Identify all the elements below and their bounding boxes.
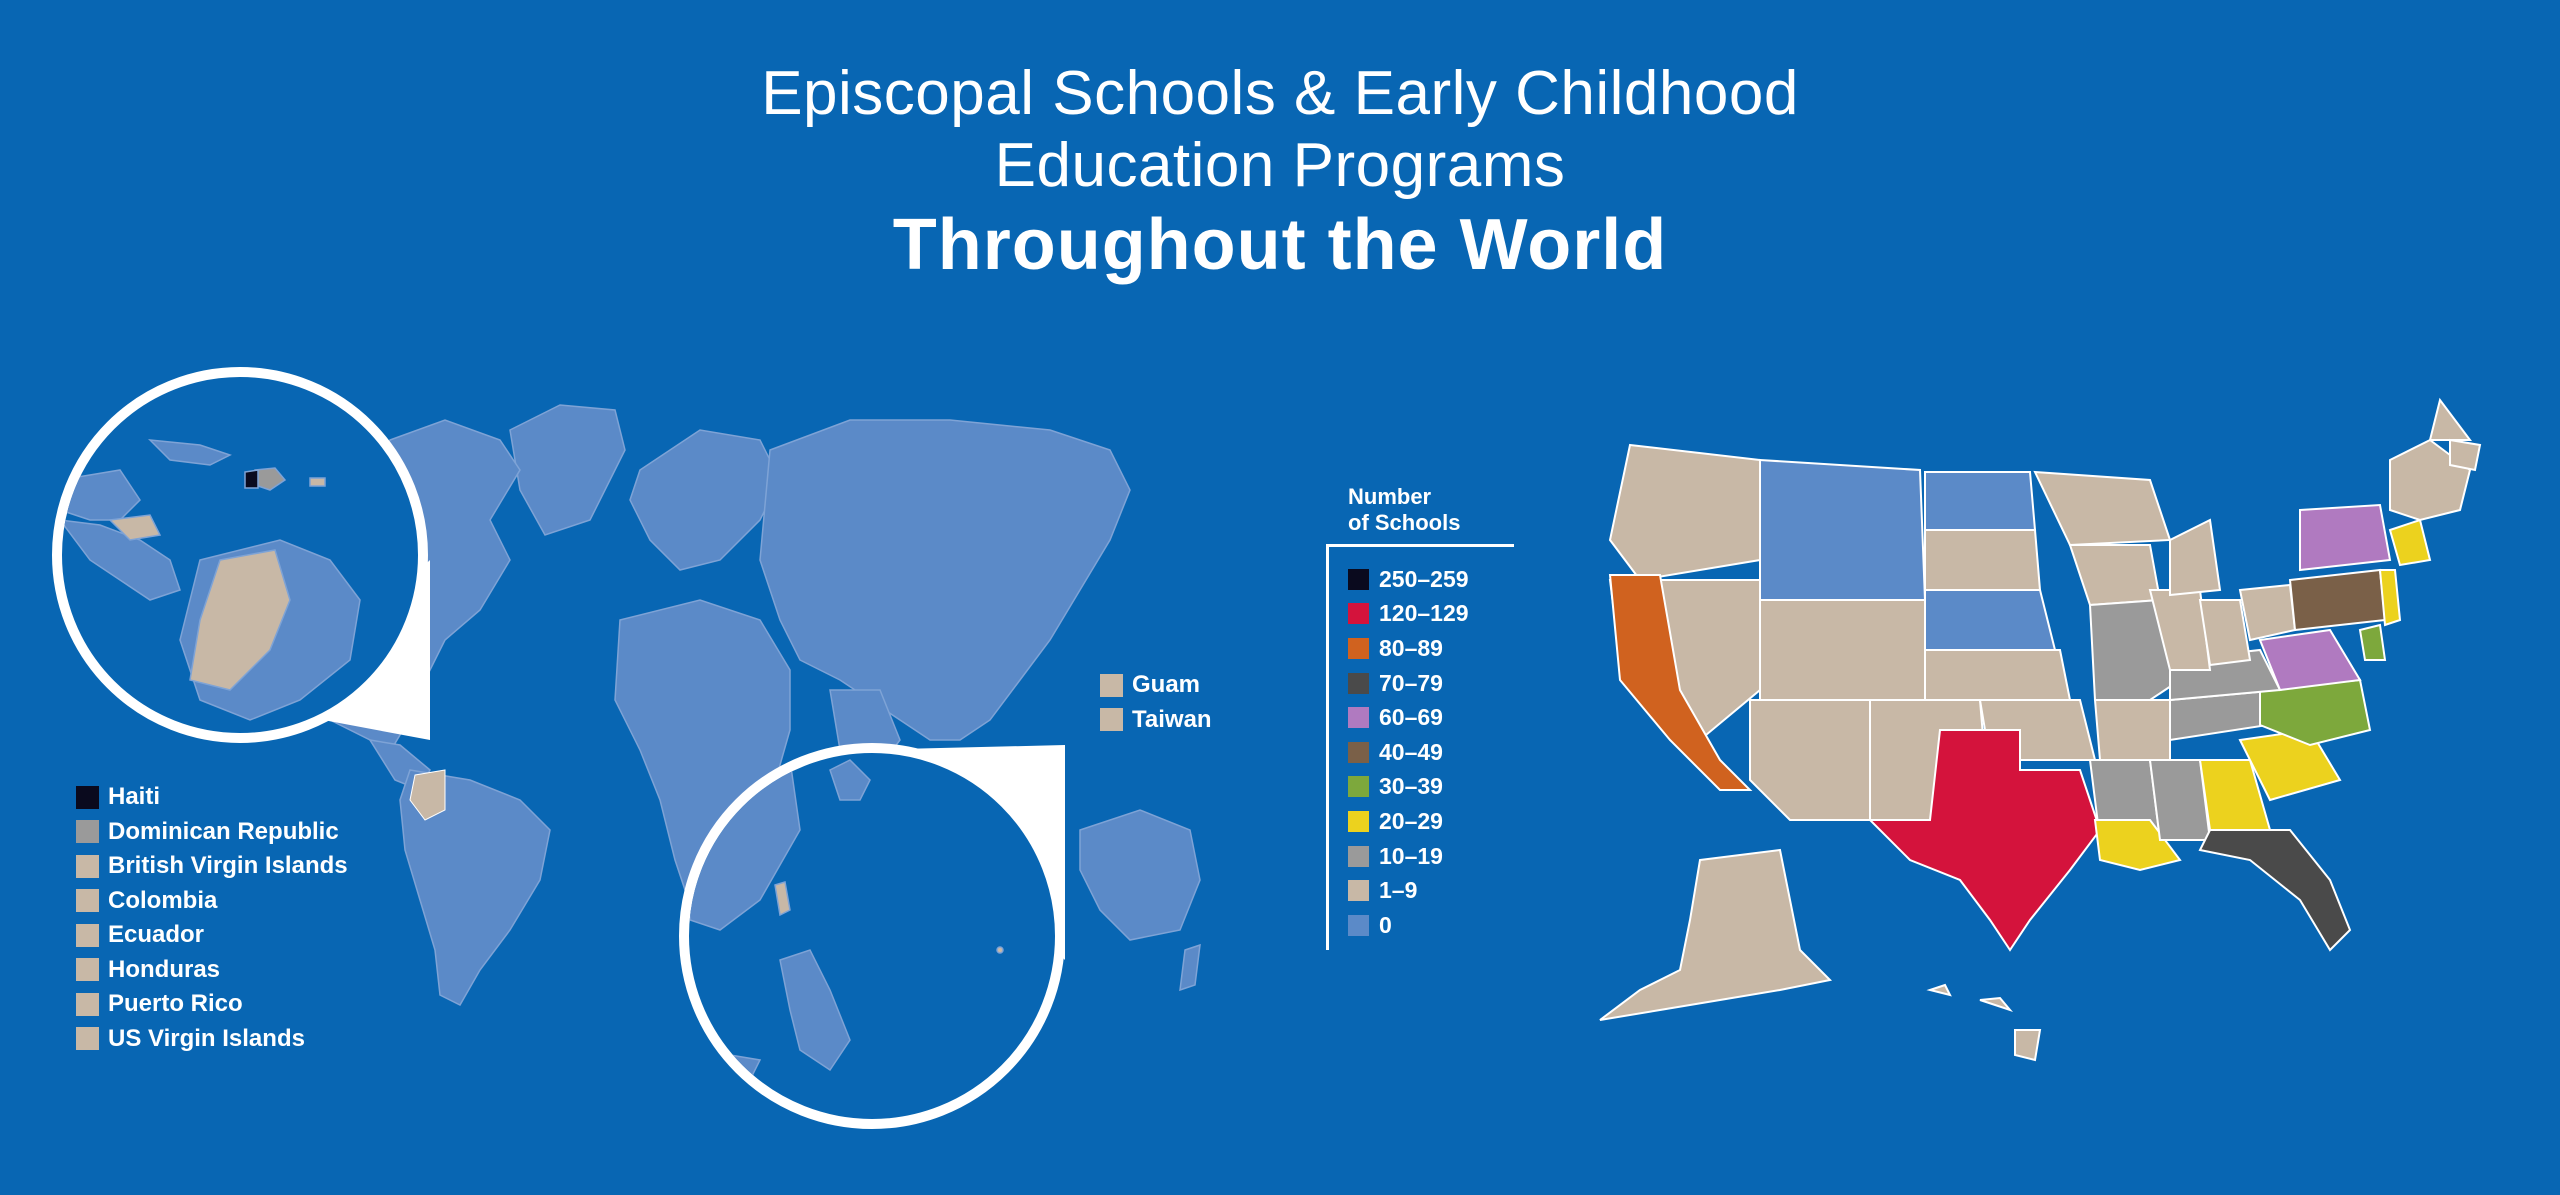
swatch [1100, 673, 1123, 697]
legend-label: Taiwan [1132, 705, 1212, 733]
swatch [1348, 810, 1369, 832]
legend-item: Puerto Rico [76, 987, 348, 1022]
legend-label: US Virgin Islands [108, 1024, 305, 1052]
legend-item: Taiwan [1100, 703, 1212, 738]
swatch [76, 785, 99, 809]
legend-item: Dominican Republic [76, 815, 348, 850]
swatch [1348, 741, 1369, 763]
legend-label: Guam [1132, 671, 1201, 699]
swatch [76, 889, 99, 913]
legend-item: 40–49 [1348, 735, 1469, 770]
legend-label: 120–129 [1379, 600, 1469, 627]
swatch [1100, 708, 1123, 732]
legend-label: Dominican Republic [108, 817, 339, 845]
legend-item: Ecuador [76, 918, 348, 953]
legend-label: Ecuador [108, 921, 205, 949]
legend-item: Honduras [76, 953, 348, 988]
legend-label: 0 [1379, 911, 1392, 938]
legend-item: 10–19 [1348, 839, 1469, 874]
swatch [76, 958, 99, 982]
swatch [76, 820, 99, 844]
legend-item: Guam [1100, 668, 1212, 703]
schools-legend-vertical-rule [1326, 544, 1329, 950]
schools-legend: 250–259 120–129 80–89 70–79 60–69 40–49 … [1348, 562, 1469, 943]
legend-label: Haiti [108, 783, 161, 811]
swatch [76, 992, 99, 1016]
swatch [76, 1027, 99, 1051]
legend-item: US Virgin Islands [76, 1022, 348, 1057]
legend-item: 20–29 [1348, 804, 1469, 839]
legend-item: Haiti [76, 780, 348, 815]
world-legend: Haiti Dominican Republic British Virgin … [76, 780, 348, 1056]
title-block: Episcopal Schools & Early Childhood Educ… [0, 58, 2560, 288]
swatch [76, 923, 99, 947]
swatch [1348, 603, 1369, 625]
schools-title-line-2: of Schools [1348, 510, 1461, 535]
legend-item: 1–9 [1348, 873, 1469, 908]
legend-label: 30–39 [1379, 773, 1443, 800]
legend-label: 60–69 [1379, 704, 1443, 731]
legend-label: Colombia [108, 886, 218, 914]
legend-label: British Virgin Islands [108, 852, 348, 880]
legend-label: 70–79 [1379, 669, 1443, 696]
legend-label: 80–89 [1379, 634, 1443, 661]
caribbean-zoom [52, 367, 430, 743]
legend-label: 10–19 [1379, 842, 1443, 869]
swatch [1348, 707, 1369, 729]
legend-label: Honduras [108, 955, 221, 983]
legend-label: Puerto Rico [108, 990, 243, 1018]
swatch [1348, 776, 1369, 798]
schools-legend-rule [1326, 544, 1514, 547]
legend-label: 1–9 [1379, 877, 1418, 904]
legend-item: Colombia [76, 884, 348, 919]
legend-item: British Virgin Islands [76, 849, 348, 884]
schools-title-line-1: Number [1348, 484, 1432, 509]
swatch [76, 854, 99, 878]
pacific-zoom [679, 743, 1065, 1129]
legend-label: 250–259 [1379, 565, 1469, 592]
legend-item: 80–89 [1348, 631, 1469, 666]
swatch [1348, 914, 1369, 936]
swatch [1348, 880, 1369, 902]
legend-item: 70–79 [1348, 666, 1469, 701]
legend-label: 40–49 [1379, 738, 1443, 765]
schools-legend-title: Number of Schools [1348, 484, 1460, 536]
legend-item: 30–39 [1348, 770, 1469, 805]
legend-item: 250–259 [1348, 562, 1469, 597]
title-line-3: Throughout the World [892, 205, 1668, 285]
swatch [1348, 845, 1369, 867]
swatch [1348, 637, 1369, 659]
legend-item: 60–69 [1348, 700, 1469, 735]
legend-label: 20–29 [1379, 807, 1443, 834]
legend-item: 120–129 [1348, 597, 1469, 632]
swatch [1348, 672, 1369, 694]
title-line-2: Education Programs [994, 131, 1566, 200]
us-map [1599, 397, 2482, 1062]
swatch [1348, 568, 1369, 590]
title-line-1: Episcopal Schools & Early Childhood [761, 59, 1799, 128]
pacific-legend: Guam Taiwan [1100, 668, 1212, 737]
legend-item: 0 [1348, 908, 1469, 943]
